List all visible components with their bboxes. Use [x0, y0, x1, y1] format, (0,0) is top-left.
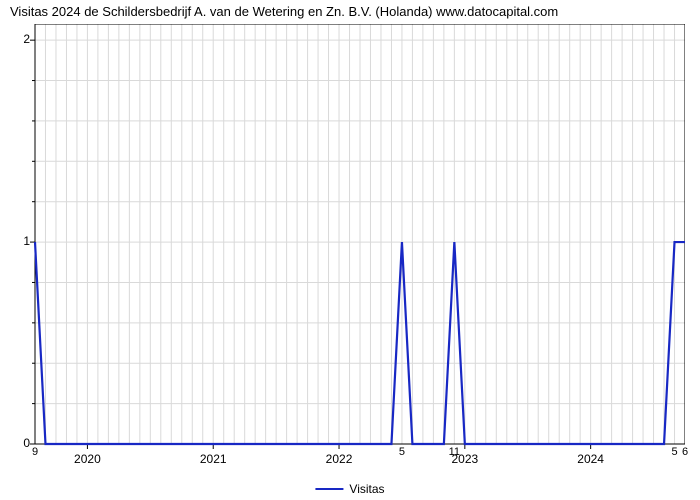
chart-title: Visitas 2024 de Schildersbedrijf A. van …	[10, 4, 558, 19]
x-tick-label: 2020	[74, 452, 101, 466]
legend: Visitas	[315, 482, 384, 496]
x-tick-label: 2021	[200, 452, 227, 466]
chart-container: Visitas 2024 de Schildersbedrijf A. van …	[0, 0, 700, 500]
y-tick-label: 0	[4, 436, 30, 450]
legend-swatch	[315, 488, 343, 490]
legend-label: Visitas	[349, 482, 384, 496]
chart-svg	[29, 24, 685, 452]
plot-area	[35, 24, 685, 444]
y-tick-label: 1	[4, 234, 30, 248]
x-tick-label: 2024	[577, 452, 604, 466]
x-tick-label: 2022	[326, 452, 353, 466]
y-tick-label: 2	[4, 32, 30, 46]
